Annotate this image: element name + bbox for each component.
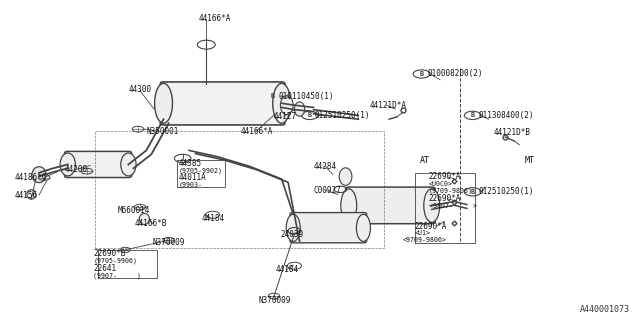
Text: 44166*B: 44166*B	[135, 219, 167, 228]
Ellipse shape	[340, 189, 356, 222]
Text: 44011A: 44011A	[178, 173, 206, 182]
Text: (9903-: (9903-	[178, 182, 202, 188]
Ellipse shape	[286, 214, 300, 241]
Text: (9709-9806): (9709-9806)	[429, 188, 472, 194]
Ellipse shape	[27, 190, 36, 199]
Text: 010110450(1): 010110450(1)	[278, 92, 334, 101]
Text: 22690*A: 22690*A	[429, 194, 461, 204]
Text: 22690*B: 22690*B	[93, 250, 125, 259]
Text: <9709-9806>: <9709-9806>	[403, 237, 447, 243]
Text: 44200: 44200	[65, 165, 88, 174]
Text: 010008200(2): 010008200(2)	[428, 69, 483, 78]
Text: 22690*A: 22690*A	[415, 222, 447, 231]
Ellipse shape	[273, 84, 291, 123]
Text: <U0C0>: <U0C0>	[429, 181, 452, 187]
Text: 44166*A: 44166*A	[198, 14, 231, 23]
Text: B: B	[470, 112, 475, 118]
Text: A440001073: A440001073	[580, 305, 630, 314]
Text: AT: AT	[420, 156, 429, 165]
Text: (9907-     ): (9907- )	[93, 272, 141, 279]
Text: N370009: N370009	[153, 238, 185, 247]
FancyBboxPatch shape	[65, 151, 132, 178]
Ellipse shape	[280, 96, 293, 115]
Ellipse shape	[424, 189, 440, 222]
Text: 44184: 44184	[275, 265, 298, 275]
Text: B: B	[308, 112, 312, 118]
Text: <U1>: <U1>	[415, 230, 431, 236]
Text: 012510250(1): 012510250(1)	[315, 111, 371, 120]
Text: N350001: N350001	[147, 127, 179, 136]
Text: N370009: N370009	[258, 296, 291, 305]
Text: 44121D*B: 44121D*B	[493, 128, 531, 137]
Ellipse shape	[32, 167, 46, 183]
Text: 44186*C: 44186*C	[15, 173, 47, 182]
Ellipse shape	[356, 214, 371, 241]
Text: 44166*A: 44166*A	[241, 127, 273, 136]
Ellipse shape	[339, 168, 352, 185]
Text: <9807-     >: <9807- >	[429, 203, 477, 209]
Ellipse shape	[140, 213, 150, 225]
Ellipse shape	[155, 84, 173, 123]
Text: C00927: C00927	[314, 186, 341, 195]
FancyBboxPatch shape	[346, 187, 435, 224]
Text: 24039: 24039	[280, 230, 303, 239]
Ellipse shape	[294, 102, 305, 116]
Text: 44284: 44284	[314, 162, 337, 171]
Text: MT: MT	[524, 156, 534, 165]
Ellipse shape	[121, 153, 136, 176]
Text: 011308400(2): 011308400(2)	[478, 111, 534, 120]
Text: B: B	[271, 93, 275, 99]
Text: 22690*A: 22690*A	[429, 172, 461, 181]
FancyBboxPatch shape	[290, 212, 367, 243]
Ellipse shape	[60, 153, 76, 176]
Text: 44300: 44300	[129, 85, 152, 94]
FancyBboxPatch shape	[161, 82, 285, 125]
Text: 44184: 44184	[202, 214, 225, 223]
Text: 44156: 44156	[15, 190, 38, 200]
Text: (9705-9902): (9705-9902)	[178, 167, 222, 174]
Text: M660014: M660014	[118, 206, 150, 215]
Text: 44127: 44127	[274, 112, 297, 121]
Text: 22641: 22641	[93, 264, 116, 273]
Text: (9705-9906): (9705-9906)	[93, 258, 138, 264]
Text: 012510250(1): 012510250(1)	[478, 188, 534, 196]
Text: 44385: 44385	[178, 159, 202, 168]
Text: 44121D*A: 44121D*A	[369, 101, 406, 110]
Text: B: B	[470, 189, 475, 195]
Text: B: B	[419, 71, 424, 77]
